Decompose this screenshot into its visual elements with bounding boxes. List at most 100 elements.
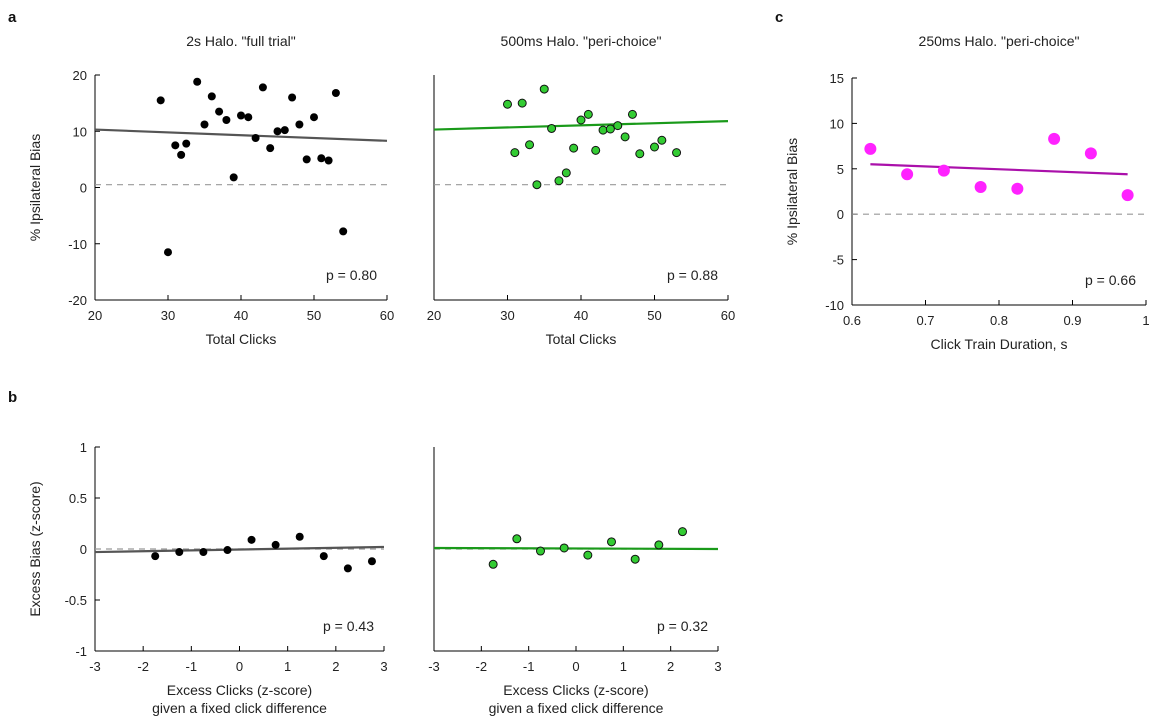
y-tick-label: 0 <box>837 207 844 222</box>
y-tick-label: 0 <box>80 542 87 557</box>
data-point <box>512 534 522 544</box>
data-point <box>324 156 333 165</box>
chart-title: 250ms Halo. "peri-choice" <box>919 33 1080 49</box>
p-value-label: p = 0.66 <box>1085 272 1136 288</box>
x-axis-label-line2: given a fixed click difference <box>152 700 327 716</box>
data-point <box>654 540 664 550</box>
data-point <box>288 93 297 102</box>
x-tick-label: 1 <box>284 659 291 674</box>
x-tick-label: -1 <box>186 659 198 674</box>
data-point <box>207 92 216 101</box>
data-point <box>175 548 184 557</box>
x-tick-label: 0.9 <box>1063 313 1081 328</box>
x-tick-label: 2 <box>332 659 339 674</box>
data-point <box>273 127 282 136</box>
x-tick-label: 60 <box>721 308 735 323</box>
data-point <box>339 227 348 236</box>
x-tick-label: -3 <box>89 659 101 674</box>
charts-layer: 2s Halo. "full trial"20 30 40 50 60-20-10010… <box>27 33 1150 716</box>
data-point <box>171 141 180 150</box>
chart-b1: -3 -2 -1 0 1 2 3 -1 -0.5 0 0.5 1 Excess Bias (z-scor… <box>27 440 388 716</box>
data-point <box>583 109 593 119</box>
data-point <box>193 77 202 86</box>
data-point <box>280 126 289 135</box>
y-tick-label: 0.5 <box>69 491 87 506</box>
data-point <box>547 123 557 133</box>
x-tick-label: -3 <box>428 659 440 674</box>
data-point <box>177 150 186 159</box>
data-point <box>672 148 682 158</box>
y-tick-label: 1 <box>80 440 87 455</box>
chart-c: 250ms Halo. "peri-choice" 0.6 0.7 0.8 0.9 1 -1… <box>784 33 1150 352</box>
data-point <box>569 143 579 153</box>
data-point <box>561 168 571 178</box>
data-point <box>251 134 260 142</box>
data-point <box>532 180 542 190</box>
data-point <box>215 107 224 116</box>
x-axis-label: Excess Clicks (z-score) <box>503 682 648 698</box>
x-tick-label: 0 <box>572 659 579 674</box>
data-point <box>591 145 601 155</box>
data-point <box>559 543 569 553</box>
y-tick-label: 10 <box>830 116 844 131</box>
data-point <box>247 535 256 544</box>
data-point <box>630 554 640 564</box>
x-tick-label: -2 <box>476 659 488 674</box>
data-point <box>510 148 520 158</box>
fit-line <box>94 545 385 554</box>
x-tick-label: 1 <box>620 659 627 674</box>
x-tick-label: 20 <box>427 308 441 323</box>
data-point <box>937 164 950 177</box>
data-point <box>525 140 535 150</box>
data-point <box>331 89 340 97</box>
x-tick-label: 30 <box>500 308 514 323</box>
data-point <box>613 121 623 131</box>
data-point <box>258 83 267 92</box>
x-tick-label: 2 <box>667 659 674 674</box>
data-point <box>583 550 593 560</box>
data-point <box>598 125 608 135</box>
y-tick-label: 5 <box>837 162 844 177</box>
y-tick-label: -5 <box>832 253 844 268</box>
y-tick-label: 10 <box>73 124 87 139</box>
data-point <box>627 109 637 119</box>
data-point <box>295 532 304 541</box>
data-point <box>271 540 280 549</box>
y-tick-label: 20 <box>73 68 87 83</box>
x-tick-label: 0.8 <box>990 313 1008 328</box>
fit-line <box>433 546 719 551</box>
data-point <box>901 168 914 181</box>
data-point <box>164 248 172 257</box>
data-point <box>317 154 326 163</box>
data-point <box>607 537 616 547</box>
data-point <box>199 548 208 557</box>
panel-letter-c: c <box>775 9 783 26</box>
x-tick-label: 1 <box>1142 313 1149 328</box>
data-point <box>266 144 275 153</box>
x-tick-label: 30 <box>161 308 175 323</box>
data-point <box>229 173 238 182</box>
x-tick-label: -2 <box>137 659 149 674</box>
data-point <box>974 180 987 193</box>
data-point <box>222 116 231 124</box>
data-point <box>635 149 645 159</box>
x-tick-label: 40 <box>234 308 248 323</box>
data-point <box>343 564 352 573</box>
data-point <box>539 84 549 94</box>
data-point <box>182 139 191 148</box>
y-axis-label: % Ipsilateral Bias <box>27 134 43 241</box>
y-tick-label: -0.5 <box>65 593 87 608</box>
data-point <box>1011 182 1024 195</box>
y-tick-label: 0 <box>80 181 87 196</box>
y-tick-label: -1 <box>75 644 87 659</box>
p-value-label: p = 0.80 <box>326 267 377 283</box>
x-tick-label: 3 <box>714 659 721 674</box>
x-axis-label: Excess Clicks (z-score) <box>167 682 312 698</box>
data-point <box>517 98 527 108</box>
panel-letter-b: b <box>8 389 17 406</box>
data-point <box>151 552 160 561</box>
y-tick-label: -10 <box>68 237 87 252</box>
data-point <box>488 559 498 569</box>
data-point <box>200 120 209 129</box>
